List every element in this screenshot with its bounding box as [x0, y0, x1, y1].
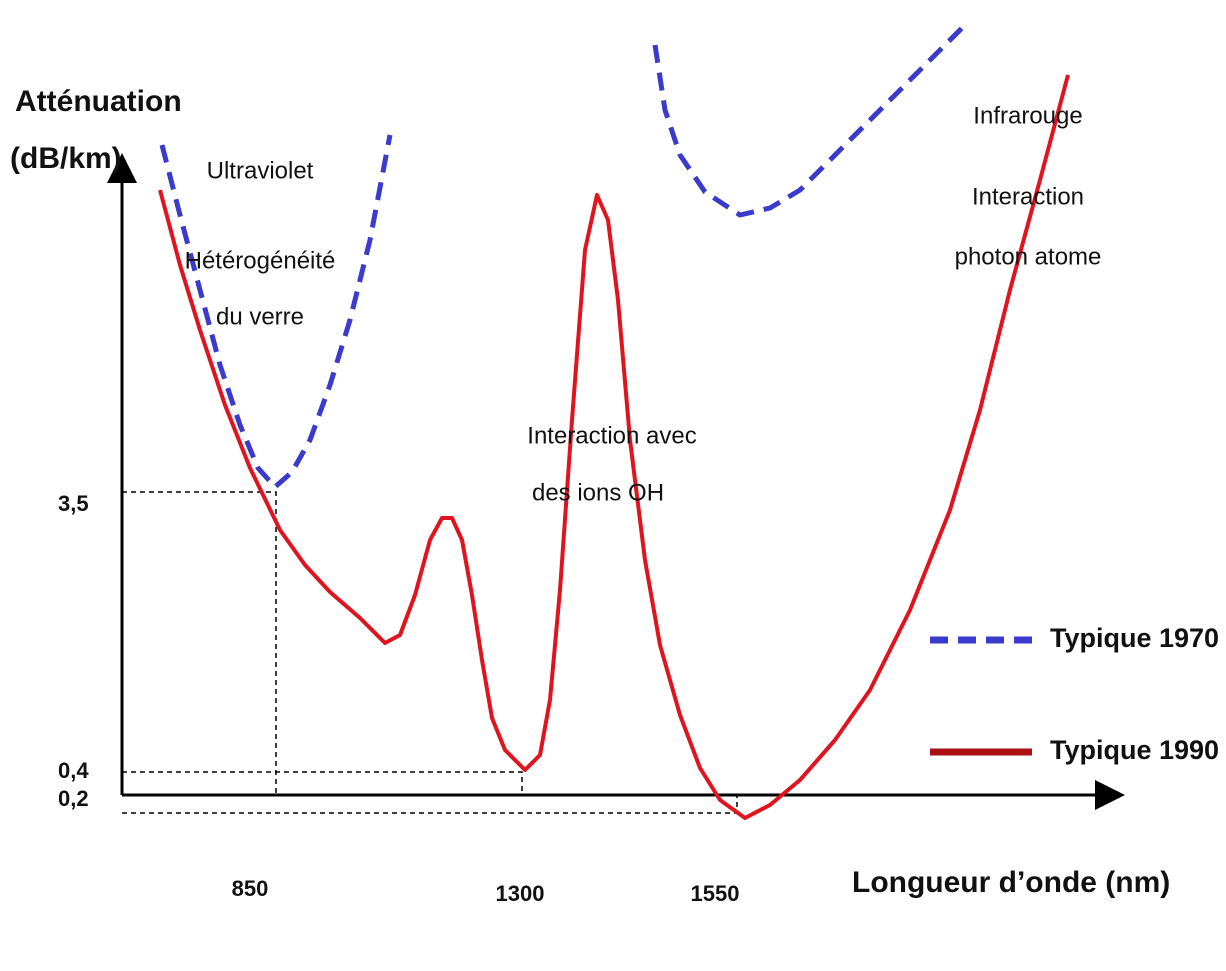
guide-0-2	[122, 795, 738, 814]
guide-3-5	[122, 491, 277, 795]
y-tick-label: 0,2	[58, 786, 89, 811]
legend-label: Typique 1990	[1050, 735, 1219, 765]
annotation: Infrarouge	[973, 102, 1082, 129]
x-tick-label: 1550	[691, 881, 740, 906]
guide-0-4	[122, 771, 523, 795]
y-axis-label: (dB/km)	[10, 142, 122, 175]
annotation: photon atome	[955, 243, 1102, 270]
curve-1970-right	[652, 26, 964, 218]
x-tick-label: 850	[232, 876, 269, 901]
annotation: des ions OH	[532, 479, 664, 506]
x-tick-label: 1300	[496, 881, 545, 906]
y-tick-label: 3,5	[58, 491, 89, 516]
x-axis-label: Longueur d’onde (nm)	[852, 866, 1170, 899]
annotation: Hétérogénéité	[185, 247, 336, 274]
y-tick-label: 0,4	[58, 758, 89, 783]
curve-1990	[158, 74, 1070, 820]
legend-label: Typique 1970	[1050, 623, 1219, 653]
curve-1970-left	[159, 134, 393, 490]
annotation: Ultraviolet	[207, 157, 314, 184]
annotation: Interaction	[972, 183, 1084, 210]
annotation: Interaction avec	[527, 422, 696, 449]
y-axis-label: Atténuation	[15, 85, 182, 118]
annotation: du verre	[216, 303, 304, 330]
